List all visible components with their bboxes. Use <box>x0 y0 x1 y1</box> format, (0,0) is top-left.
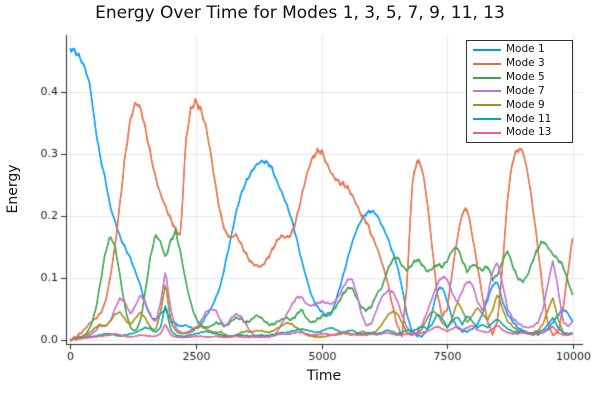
chart-title: Energy Over Time for Modes 1, 3, 5, 7, 9… <box>95 3 505 23</box>
legend-label: Mode 7 <box>506 84 545 97</box>
legend-label: Mode 13 <box>506 126 552 139</box>
legend-entry: Mode 9 <box>473 99 572 111</box>
legend-entry: Mode 13 <box>473 127 572 139</box>
legend-entry: Mode 5 <box>473 72 572 84</box>
legend-line-swatch <box>473 48 501 51</box>
legend-entry: Mode 3 <box>473 58 572 70</box>
y-axis-label: Energy <box>5 164 21 214</box>
legend-line-swatch <box>473 118 501 121</box>
legend-label: Mode 1 <box>506 43 545 56</box>
legend-line-swatch <box>473 62 501 65</box>
legend-label: Mode 11 <box>506 112 552 125</box>
legend-label: Mode 9 <box>506 98 545 111</box>
legend-line-swatch <box>473 76 501 79</box>
legend: Mode 1 Mode 3 Mode 5 Mode 7 Mode 9 Mode 11 Mod… <box>466 40 573 143</box>
legend-entry: Mode 7 <box>473 85 572 97</box>
legend-entry: Mode 1 <box>473 44 572 56</box>
legend-label: Mode 5 <box>506 71 545 84</box>
x-axis-label: Time <box>306 368 342 384</box>
legend-line-swatch <box>473 104 501 107</box>
legend-entry: Mode 11 <box>473 113 572 125</box>
legend-line-swatch <box>473 90 501 93</box>
legend-label: Mode 3 <box>506 57 545 70</box>
legend-line-swatch <box>473 131 501 134</box>
